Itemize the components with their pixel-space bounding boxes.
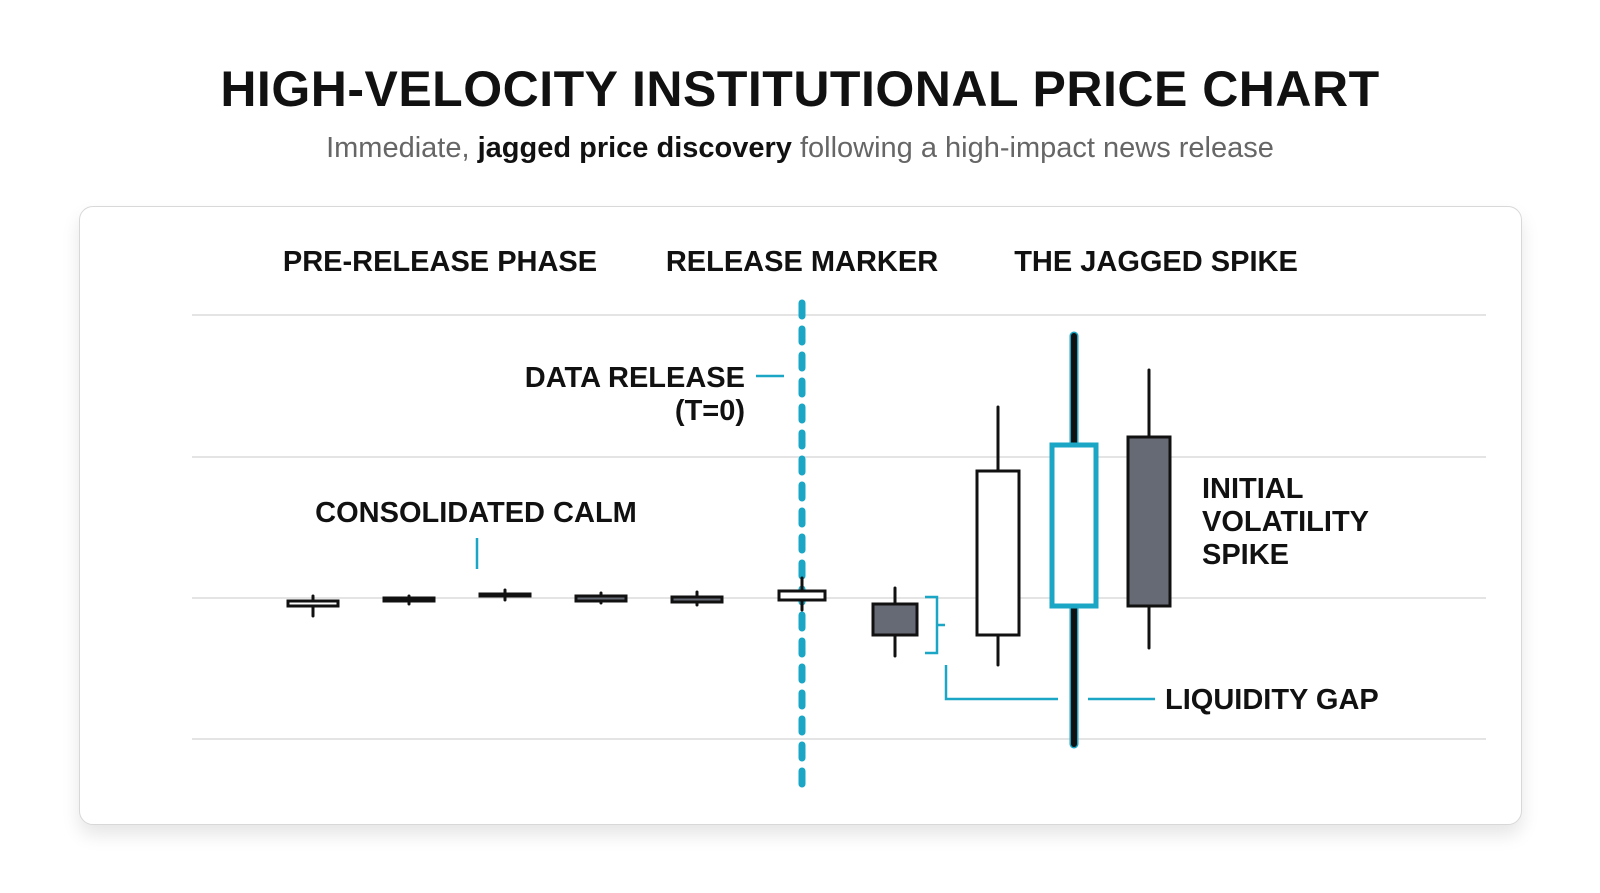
- candle-body: [286, 599, 340, 608]
- candle-body: [478, 592, 532, 598]
- section-label-jagged-spike: THE JAGGED SPIKE: [1014, 246, 1298, 278]
- initial-volatility-label-line1: INITIAL: [1202, 473, 1304, 505]
- initial-volatility-label-line2: VOLATILITY: [1202, 506, 1369, 538]
- candle-body: [382, 596, 436, 603]
- gridlines: [192, 314, 1486, 740]
- candles: [286, 331, 1172, 749]
- liquidity-gap-label: LIQUIDITY GAP: [1165, 684, 1379, 716]
- subtitle-prefix: Immediate,: [326, 132, 478, 164]
- section-label-pre-release: PRE-RELEASE PHASE: [283, 246, 597, 278]
- data-release-label: DATA RELEASE: [525, 362, 745, 394]
- liquidity-gap-bracket: [925, 595, 945, 655]
- candle-body: [1126, 435, 1172, 608]
- liquidity-gap-connector-left: [944, 665, 1058, 701]
- candle-body: [1049, 442, 1099, 609]
- page-title: HIGH-VELOCITY INSTITUTIONAL PRICE CHART: [220, 61, 1380, 117]
- candle-body: [871, 602, 919, 637]
- data-release-time-label: (T=0): [675, 395, 745, 427]
- initial-volatility-label-line3: SPIKE: [1202, 539, 1289, 571]
- candle-body: [777, 589, 827, 602]
- section-label-release-marker: RELEASE MARKER: [666, 246, 938, 278]
- candle-body: [975, 469, 1021, 637]
- page-subtitle: Immediate, jagged price discovery follow…: [0, 131, 1600, 166]
- subtitle-suffix: following a high-impact news release: [791, 132, 1274, 164]
- consolidated-calm-label: CONSOLIDATED CALM: [315, 497, 637, 529]
- subtitle-emphasis: jagged price discovery: [477, 132, 792, 164]
- candle-body: [574, 594, 628, 603]
- candle-body: [670, 595, 724, 604]
